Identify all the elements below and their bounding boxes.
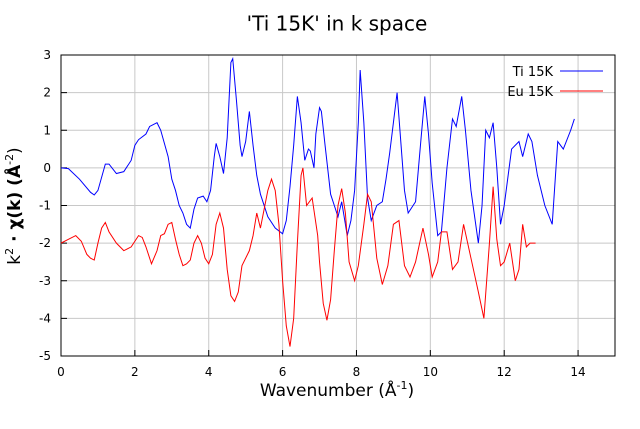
x-tick-label: 10 <box>423 365 438 379</box>
x-tick-label: 2 <box>131 365 139 379</box>
y-tick-label: -1 <box>39 199 51 213</box>
x-tick-label: 12 <box>497 365 512 379</box>
y-label-sup2: -2 <box>3 154 16 165</box>
y-axis-label: k2 · χ(k) (Å-2) <box>2 147 25 264</box>
y-tick-label: -2 <box>39 236 51 250</box>
y-tick-label: -4 <box>39 311 51 325</box>
x-tick-label: 14 <box>570 365 585 379</box>
y-label-text: · χ(k) (Å <box>2 164 25 248</box>
x-label-sup: -1 <box>397 379 408 392</box>
x-axis-label: Wavenumber (Å-1) <box>260 379 414 401</box>
x-tick-label: 6 <box>279 365 287 379</box>
y-tick-label: 1 <box>43 123 51 137</box>
y-tick-label: -5 <box>39 349 51 363</box>
x-label-end: ) <box>408 381 415 401</box>
y-tick-label: -3 <box>39 274 51 288</box>
y-label-k: k <box>5 255 25 265</box>
x-label-text: Wavenumber (Å <box>260 379 397 401</box>
legend-label: Ti 15K <box>512 65 554 80</box>
chart-title: 'Ti 15K' in k space <box>247 12 428 36</box>
series-line <box>60 56 575 244</box>
series-line <box>60 167 536 347</box>
legend-label: Eu 15K <box>507 85 553 100</box>
y-tick-label: 2 <box>43 86 51 100</box>
y-label-end: ) <box>5 147 25 154</box>
y-label-sup: 2 <box>3 248 16 255</box>
y-tick-label: 0 <box>43 161 51 175</box>
x-tick-label: 4 <box>205 365 213 379</box>
x-tick-label: 8 <box>353 365 361 379</box>
x-tick-label: 0 <box>57 365 65 379</box>
y-tick-label: 3 <box>43 48 51 62</box>
plot-border <box>60 54 616 357</box>
